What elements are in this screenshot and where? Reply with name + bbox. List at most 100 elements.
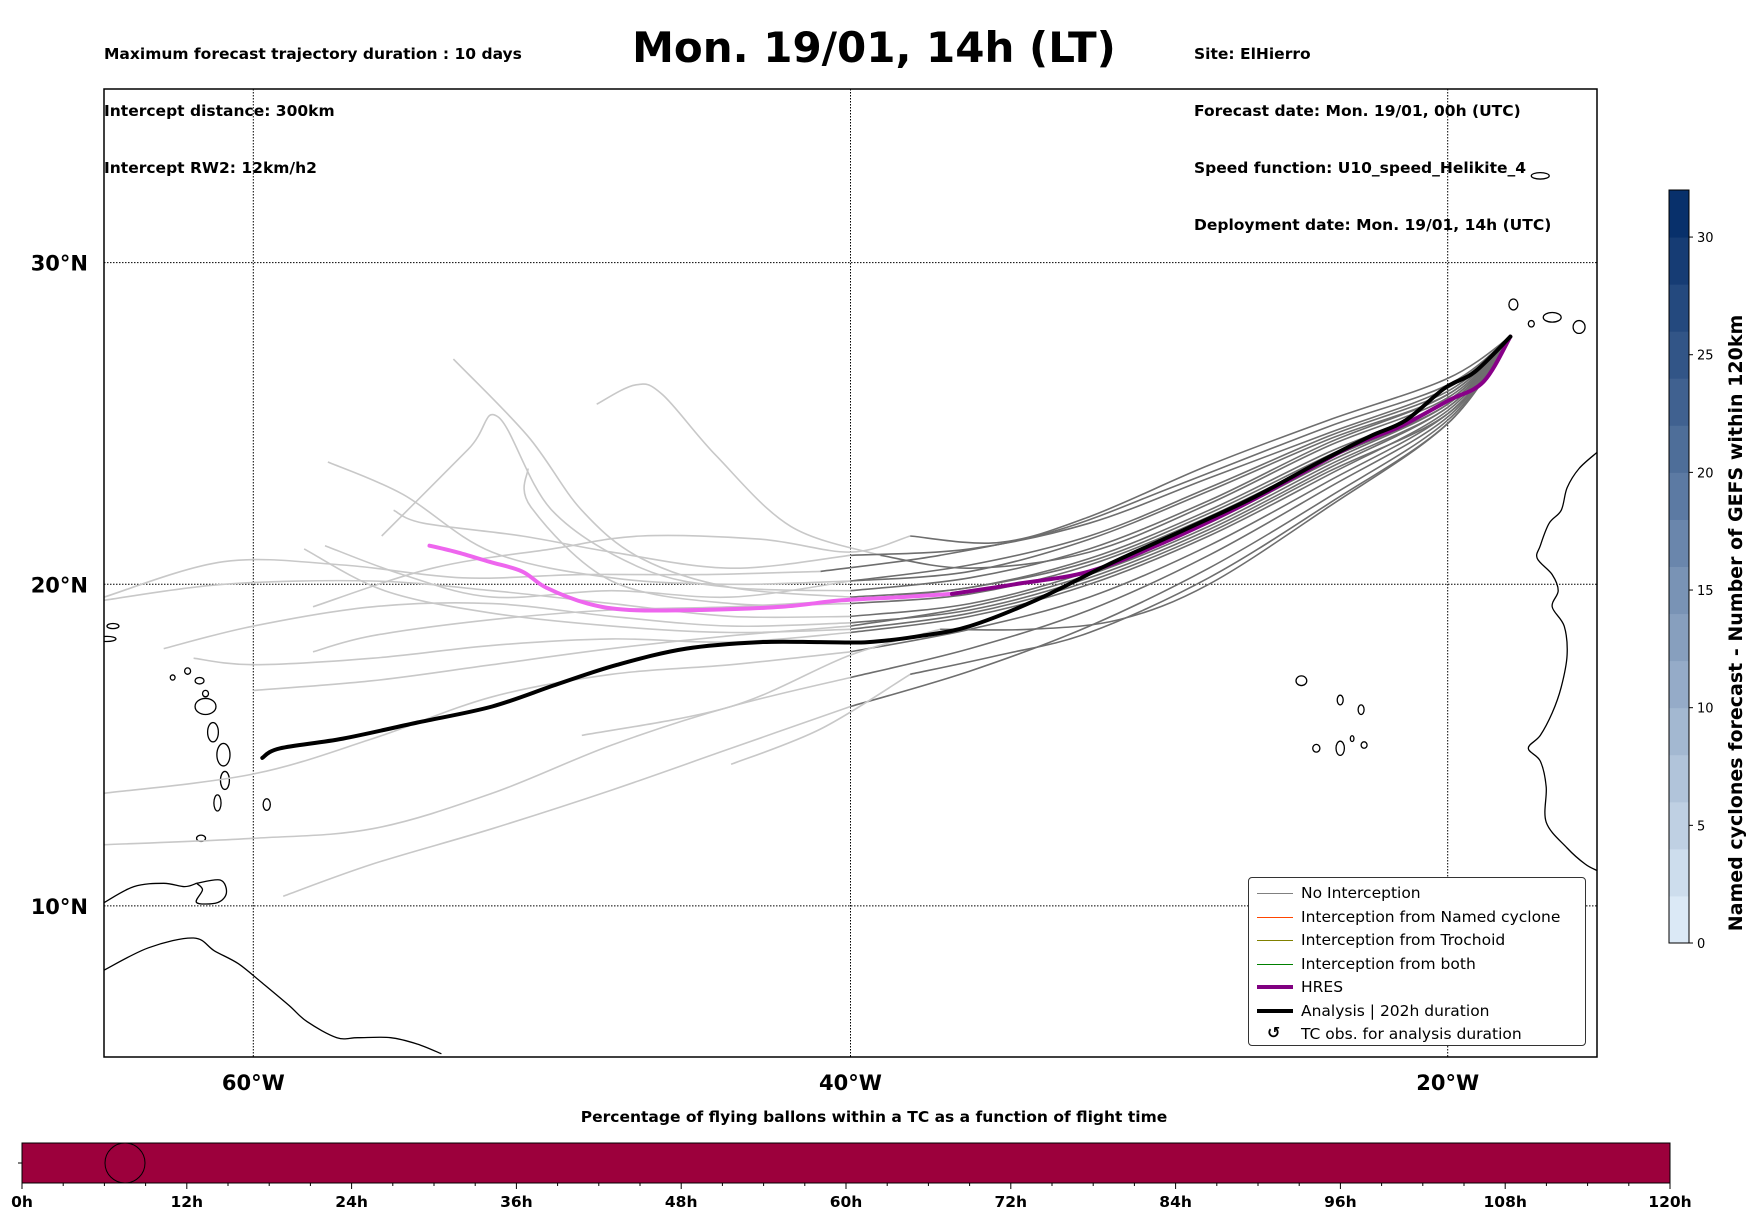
island-outline	[216, 742, 231, 767]
colorbar-tick-label: 10	[1697, 702, 1714, 717]
island-outline	[194, 697, 217, 716]
ensemble-trajectory	[253, 625, 851, 692]
ensemble-trajectory	[104, 579, 851, 619]
colorbar-level	[1669, 519, 1689, 567]
colorbar-level	[1669, 613, 1689, 662]
legend-entry: HRES	[1249, 976, 1585, 999]
ensemble-trajectory	[104, 558, 821, 598]
island-outline	[1295, 675, 1308, 687]
ensemble-trajectory	[312, 599, 851, 653]
island-outline	[1335, 740, 1346, 756]
tc-symbol-icon: ↺	[1267, 1023, 1281, 1042]
ensemble-trajectory	[850, 336, 1512, 627]
colorbar-tick-label: 15	[1697, 584, 1714, 599]
map-frame	[103, 88, 1598, 1058]
ensemble-trajectory	[596, 383, 881, 557]
time-bar-title: Percentage of flying ballons within a TC…	[580, 1108, 1168, 1126]
ensemble-trajectory	[104, 651, 851, 795]
ensemble-trajectory	[910, 335, 1511, 544]
ensemble-trajectory	[850, 336, 1512, 631]
ensemble-trajectory	[850, 336, 1511, 598]
coastlines	[104, 171, 1636, 1055]
colorbar: 0 5 10 15 20 25 30	[1668, 189, 1714, 952]
island-outline	[1360, 741, 1368, 749]
island-outline	[262, 798, 271, 811]
ensemble-trajectory	[393, 509, 851, 570]
time-bar-tick-label: 72h	[994, 1193, 1027, 1211]
legend-line-swatch	[1257, 916, 1293, 918]
forecast-date-text: Forecast date: Mon. 19/01, 00h (UTC)	[1194, 102, 1521, 120]
time-bar-tick-label: 48h	[665, 1193, 698, 1211]
legend-label: Interception from Named cyclone	[1301, 907, 1561, 926]
island-outline	[206, 721, 220, 743]
time-bar-fill	[21, 1142, 1671, 1184]
colorbar-tick-label: 0	[1697, 937, 1705, 952]
island-outline	[1312, 743, 1321, 753]
island-outline	[201, 689, 210, 698]
legend: No Interception Interception from Named c…	[1248, 877, 1586, 1046]
island-outline	[219, 770, 231, 791]
axis-ticks: 60°W 40°W 20°W 30°N 20°N 10°N	[31, 252, 1479, 1095]
latitude-tick-label: 30°N	[31, 252, 88, 276]
colorbar-level	[1669, 660, 1689, 709]
island-outline	[1336, 694, 1344, 706]
colorbar-tick-label: 20	[1697, 466, 1714, 481]
ensemble-trajectories	[104, 335, 1512, 897]
ensemble-trajectory	[163, 602, 851, 650]
time-bar-tick-label: 0h	[11, 1193, 33, 1211]
colorbar-level	[1669, 425, 1689, 473]
ensemble-trajectory	[850, 336, 1512, 679]
ensemble-trajectory	[850, 336, 1511, 582]
ensemble-trajectory	[940, 336, 1512, 631]
time-bar-tick-label: 120h	[1648, 1193, 1691, 1211]
ensemble-trajectory	[850, 336, 1512, 624]
intercept-distance-text: Intercept distance: 300km	[104, 102, 335, 120]
island-outline	[1527, 319, 1535, 328]
island-outline	[183, 667, 192, 675]
legend-entry: ↺ TC obs. for analysis duration	[1249, 1023, 1585, 1046]
site-text: Site: ElHierro	[1194, 45, 1311, 63]
latitude-tick-label: 20°N	[31, 573, 88, 597]
coastline	[195, 879, 228, 905]
island-outline	[1542, 311, 1562, 323]
island-outline	[194, 676, 205, 685]
site-info: Site: ElHierro Forecast date: Mon. 19/01…	[1194, 7, 1551, 254]
intercept-rw2-text: Intercept RW2: 12km/h2	[104, 159, 317, 177]
legend-entry: Analysis | 202h duration	[1249, 1000, 1585, 1023]
colorbar-tick-label: 30	[1697, 231, 1714, 246]
colorbar-label: Named cyclones forecast - Number of GEFS…	[1725, 315, 1747, 932]
speed-function-text: Speed function: U10_speed_Helikite_4	[1194, 159, 1527, 177]
longitude-tick-label: 40°W	[819, 1071, 882, 1095]
island-outline	[169, 674, 176, 681]
legend-label: Interception from both	[1301, 954, 1476, 973]
time-bar-tick-label: 24h	[335, 1193, 368, 1211]
island-outline	[1349, 735, 1355, 743]
time-bar-tick-label: 12h	[170, 1193, 203, 1211]
time-bar-tick-label: 84h	[1159, 1193, 1192, 1211]
time-bar-tick-label: 108h	[1484, 1193, 1527, 1211]
ensemble-trajectory	[820, 335, 1511, 573]
colorbar-level	[1669, 801, 1689, 850]
legend-line-swatch	[1257, 963, 1293, 965]
colorbar-level	[1669, 895, 1689, 944]
legend-entry: Interception from Trochoid	[1249, 929, 1585, 952]
analysis-line	[260, 334, 1513, 760]
time-bar-tick-label: 60h	[830, 1193, 863, 1211]
time-bar-tick-label: 36h	[500, 1193, 533, 1211]
hres-line-far	[427, 543, 954, 613]
island-outline	[1618, 308, 1636, 321]
island-outline	[104, 635, 117, 643]
colorbar-frame	[1668, 189, 1690, 944]
legend-line-swatch	[1257, 985, 1293, 989]
coastline	[104, 882, 197, 904]
colorbar-level	[1669, 331, 1689, 379]
ensemble-trajectory	[327, 461, 851, 586]
ensemble-trajectory	[850, 336, 1512, 708]
legend-label: TC obs. for analysis duration	[1301, 1025, 1522, 1043]
legend-label: Analysis | 202h duration	[1301, 1001, 1490, 1020]
colorbar-tick-label: 25	[1697, 349, 1714, 364]
ensemble-trajectory	[850, 336, 1511, 602]
longitude-tick-label: 60°W	[222, 1071, 285, 1095]
legend-entry: Interception from both	[1249, 953, 1585, 976]
